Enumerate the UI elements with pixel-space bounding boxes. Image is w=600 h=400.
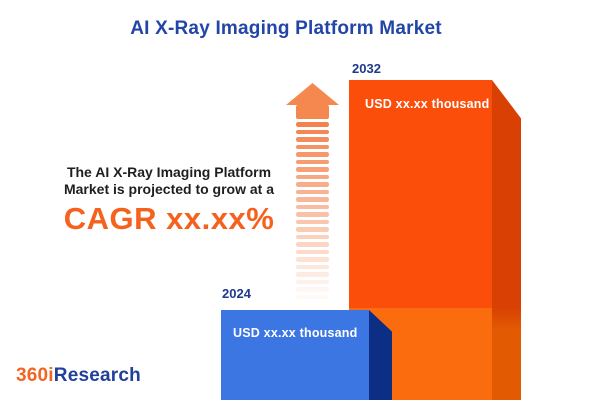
brand-logo-360i: 360i [16,365,54,386]
growth-arrow-stripe [296,197,329,202]
growth-arrow-stripe [296,204,329,209]
growth-arrow-stripe [296,234,329,239]
growth-arrow-stripe [296,287,329,292]
growth-arrow-stripe [296,129,329,134]
cagr-value: CAGR xx.xx% [63,201,275,236]
bar-2024-side-face [369,310,392,400]
growth-arrow-head-icon [286,83,339,105]
bar-2032-side-face [492,80,521,400]
growth-arrow-stripe [296,182,329,187]
growth-arrow-stripe [296,249,329,254]
year-label-2024: 2024 [222,286,251,301]
growth-arrow-stripe [296,212,329,217]
growth-arrow-stripe [296,242,329,247]
year-label-2032: 2032 [352,61,381,76]
growth-arrow-stripe [296,152,329,157]
growth-arrow-stripe [296,122,329,127]
growth-arrow-stripe [296,219,329,224]
growth-arrow-stripe [296,144,329,149]
growth-arrow-stripe [296,174,329,179]
page-title: AI X-Ray Imaging Platform Market [130,18,442,39]
growth-arrow-icon [286,83,339,302]
growth-arrow-stripe [296,257,329,262]
growth-arrow-stripes [296,122,339,299]
growth-arrow-stripe [296,167,329,172]
description-line-2: Market is projected to grow at a [63,181,275,197]
market-description: The AI X-Ray Imaging Platform Market is … [30,164,308,236]
growth-arrow-neck [296,105,329,119]
brand-logo: 360iResearch [16,365,141,387]
growth-arrow-stripe [296,272,329,277]
bar-2032-value-label: USD xx.xx thousand [365,97,490,111]
bar-2024-front-face [221,310,369,400]
description-line-1: The AI X-Ray Imaging Platform [66,164,272,180]
growth-arrow-stripe [296,279,329,284]
bar-2024-value-label: USD xx.xx thousand [233,326,358,340]
growth-arrow-stripe [296,159,329,164]
growth-arrow-stripe [296,189,329,194]
growth-arrow-stripe [296,264,329,269]
brand-logo-research: Research [53,365,141,386]
growth-arrow-stripe [296,227,329,232]
growth-arrow-stripe [296,137,329,142]
growth-arrow-stripe [296,294,329,299]
